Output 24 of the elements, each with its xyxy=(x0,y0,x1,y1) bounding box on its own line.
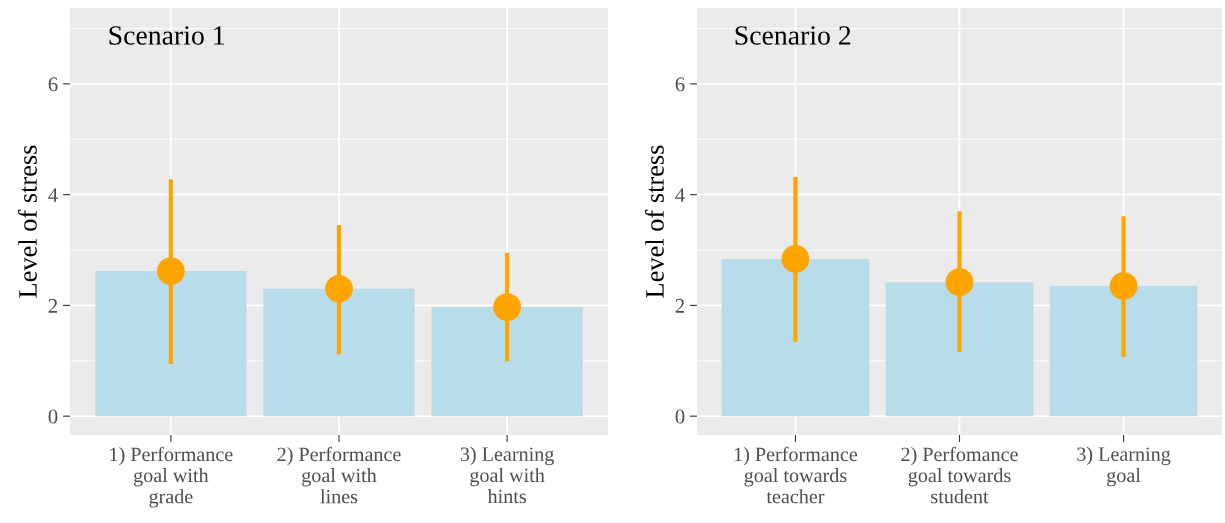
x-tick-label: 3) Learning goal with hints xyxy=(460,446,554,504)
y-tick-label: 4 xyxy=(675,188,685,202)
y-tick-label: 0 xyxy=(48,409,58,424)
y-tick-label: 0 xyxy=(675,409,685,424)
y-tick-label: 2 xyxy=(48,298,58,313)
x-tick-label: 3) Learning goal xyxy=(1077,446,1171,487)
point xyxy=(493,293,522,321)
y-tick-label: 2 xyxy=(675,298,685,313)
annotation: Scenario 2 xyxy=(735,26,851,45)
bar xyxy=(95,271,247,417)
x-tick-label: 1) Performance goal with grade xyxy=(110,446,233,508)
y-tick-label: 6 xyxy=(675,77,685,92)
point xyxy=(156,257,185,285)
bar xyxy=(431,307,583,417)
y-tick-label: 4 xyxy=(48,188,58,202)
bar xyxy=(263,288,415,417)
x-tick-label: 2) Perfomance goal towards student xyxy=(901,446,1018,504)
y-axis-title: Level of stress xyxy=(645,145,664,298)
point xyxy=(325,274,353,303)
x-tick-label: 2) Performance goal with lines xyxy=(277,446,401,504)
x-tick-label: 1) Performance goal towards teacher xyxy=(734,446,858,504)
y-tick-label: 6 xyxy=(48,77,58,92)
annotation: Scenario 1 xyxy=(109,26,225,45)
y-axis-title: Level of stress xyxy=(18,145,37,298)
